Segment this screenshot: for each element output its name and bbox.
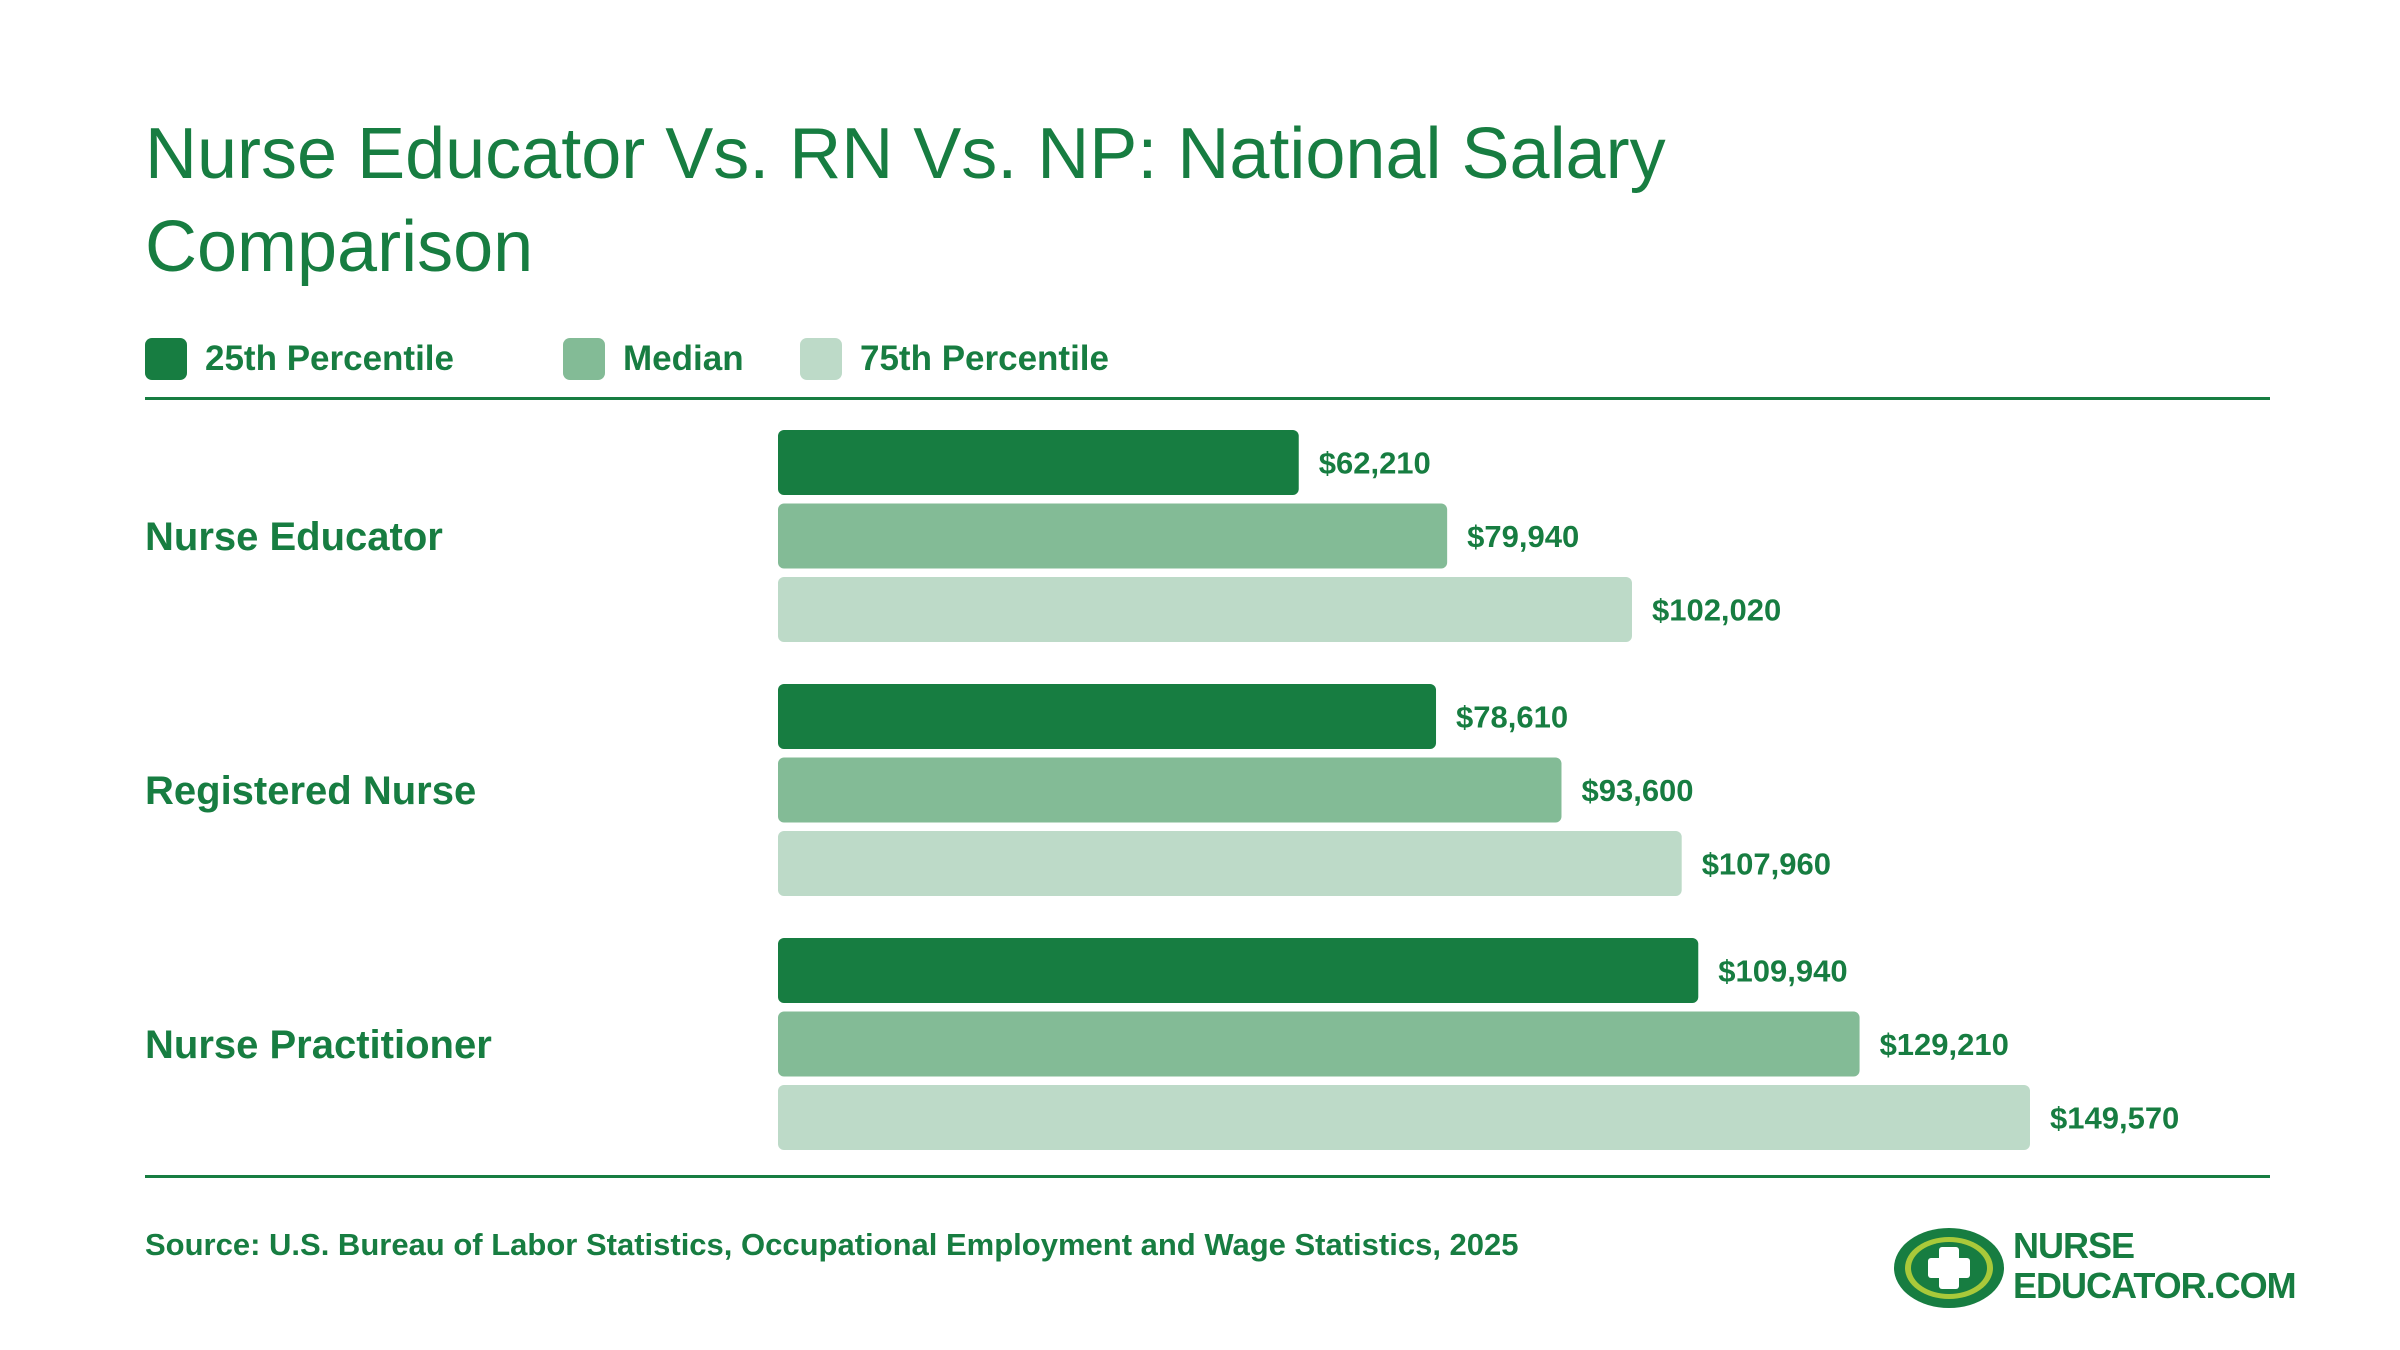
bar-nurse-educator-25th-percentile (778, 430, 1299, 495)
chart-title: Nurse Educator Vs. RN Vs. NP: National S… (145, 114, 1666, 287)
legend-label-75th: 75th Percentile (860, 339, 1109, 378)
legend-item-median: Median (563, 337, 744, 381)
bar-nurse-practitioner-median (778, 1011, 1860, 1077)
bar-nurse-educator-median (778, 503, 1448, 569)
category-label-nurse-practitioner: Nurse Practitioner (145, 1023, 492, 1067)
value-label-nurse-practitioner-75th-percentile: $149,570 (2050, 1101, 2179, 1136)
top-divider (145, 397, 2270, 400)
value-label-nurse-educator-75th-percentile: $102,020 (1652, 593, 1781, 628)
bar-registered-nurse-75th-percentile (778, 831, 1682, 896)
source-note: Source: U.S. Bureau of Labor Statistics,… (145, 1227, 1519, 1262)
value-label-registered-nurse-25th-percentile: $78,610 (1456, 700, 1568, 735)
legend-label-median: Median (623, 339, 744, 378)
value-label-nurse-practitioner-median: $129,210 (1880, 1027, 2009, 1062)
bar-nurse-practitioner-75th-percentile (778, 1085, 2030, 1150)
bar-nurse-practitioner-25th-percentile (778, 938, 1699, 1003)
category-label-nurse-educator: Nurse Educator (145, 515, 443, 559)
nurse-educator-logo: NURSE EDUCATOR.COM (1893, 1222, 2297, 1312)
value-label-registered-nurse-median: $93,600 (1581, 773, 1693, 808)
legend-swatch-75th (800, 338, 842, 380)
bottom-divider (145, 1175, 2270, 1178)
legend-item-25th-percentile: 25th Percentile (145, 337, 454, 381)
value-label-nurse-educator-median: $79,940 (1467, 519, 1579, 554)
bar-nurse-educator-75th-percentile (778, 577, 1632, 642)
logo-line-2: EDUCATOR.COM (2013, 1265, 2297, 1306)
value-label-registered-nurse-75th-percentile: $107,960 (1702, 847, 1831, 882)
medical-cross-icon (1894, 1228, 2004, 1308)
bar-registered-nurse-median (778, 757, 1562, 823)
logo-wordmark: NURSE EDUCATOR.COM (2013, 1225, 2297, 1306)
legend-label-25th: 25th Percentile (205, 339, 454, 378)
legend-item-75th-percentile: 75th Percentile (800, 337, 1109, 381)
value-label-nurse-educator-25th-percentile: $62,210 (1319, 446, 1431, 481)
logo-line-1: NURSE (2013, 1225, 2135, 1266)
legend-swatch-median (563, 338, 605, 380)
bar-registered-nurse-25th-percentile (778, 684, 1437, 749)
category-label-registered-nurse: Registered Nurse (145, 769, 476, 813)
legend-swatch-25th (145, 338, 187, 380)
value-label-nurse-practitioner-25th-percentile: $109,940 (1718, 954, 1847, 989)
